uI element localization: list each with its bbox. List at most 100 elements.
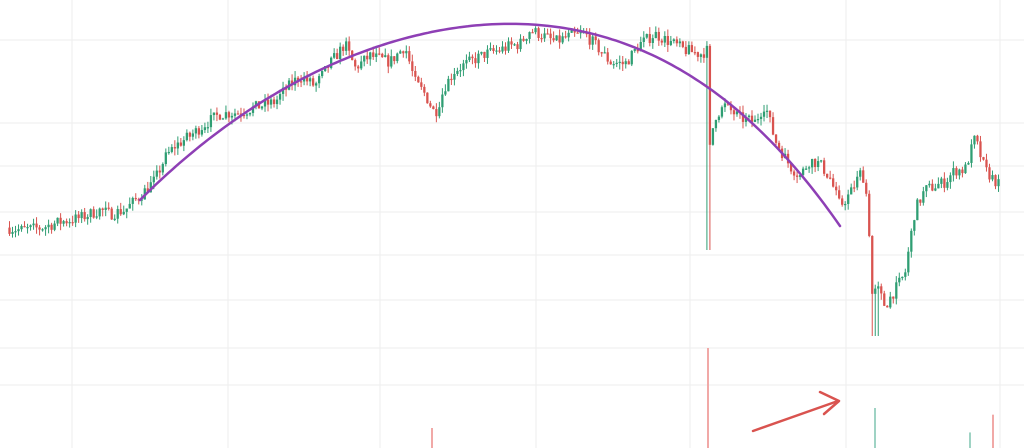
candle-body-up: [384, 55, 387, 58]
candle-body-up: [819, 160, 823, 162]
candle-body-up: [233, 113, 237, 116]
candle-body-up: [245, 114, 249, 116]
candle-body-down: [311, 78, 315, 86]
candle-body-down: [429, 103, 432, 107]
candle-body-up: [678, 41, 681, 44]
candle-body-up: [399, 51, 402, 54]
candle-body-down: [110, 208, 113, 220]
candle-body-up: [747, 115, 751, 118]
candle-body-down: [71, 222, 74, 224]
candle-body-up: [203, 127, 207, 131]
candle-body-up: [672, 39, 675, 42]
candle-body-up: [345, 41, 348, 51]
candle-body-up: [997, 179, 1000, 187]
candle-body-down: [296, 77, 300, 82]
candle-body-up: [317, 76, 321, 84]
candle-body-up: [86, 216, 89, 220]
candle-body-down: [853, 187, 856, 189]
candle-body-up: [717, 116, 721, 121]
candle-body-down: [215, 112, 219, 115]
candle-body-up: [856, 176, 859, 188]
candle-body-down: [835, 186, 838, 191]
candle-body-up: [798, 175, 802, 177]
candle-body-up: [20, 226, 23, 230]
candle-body-up: [711, 128, 715, 145]
candle-body-down: [236, 113, 240, 115]
candle-body-down: [675, 39, 678, 44]
candle-body-down: [510, 41, 513, 45]
candle-body-down: [146, 188, 149, 193]
candle-body-up: [44, 227, 47, 230]
candle-body-up: [360, 61, 363, 69]
candle-body-up: [185, 132, 189, 141]
candle-body-down: [266, 99, 270, 105]
candle-body-up: [507, 41, 510, 51]
candle-body-down: [627, 61, 630, 65]
candles: [8, 25, 1000, 336]
candle-body-down: [92, 209, 95, 218]
candle-body-down: [660, 40, 663, 43]
candle-body-down: [838, 190, 841, 199]
candle-body-down: [411, 61, 414, 71]
candle-body-down: [708, 45, 712, 145]
candle-body-up: [889, 296, 892, 308]
candle-body-down: [537, 28, 540, 38]
candle-body-up: [991, 175, 994, 180]
candle-body-up: [155, 170, 158, 177]
candle-body-up: [513, 44, 516, 46]
candle-body-up: [456, 70, 459, 74]
candle-body-down: [378, 53, 381, 55]
candle-body-down: [158, 170, 161, 173]
candle-body-up: [669, 41, 672, 45]
candle-body-up: [687, 45, 691, 55]
candle-body-up: [26, 227, 29, 229]
candle-body-up: [525, 38, 528, 41]
candle-body-up: [519, 38, 522, 50]
candle-body-up: [720, 107, 724, 117]
candle-body-up: [630, 50, 633, 65]
candle-body-up: [447, 78, 450, 92]
candle-body-up: [859, 170, 862, 177]
candle-body-down: [101, 208, 104, 210]
candle-body-up: [11, 231, 14, 234]
candle-body-down: [483, 51, 486, 58]
candle-body-down: [955, 168, 958, 176]
candle-body-up: [480, 51, 483, 54]
candle-body-up: [973, 135, 976, 145]
candle-body-down: [549, 33, 552, 39]
candle-body-down: [450, 78, 453, 81]
candle-body-up: [949, 175, 952, 183]
candle-body-down: [498, 50, 501, 52]
candle-body-down: [621, 61, 624, 65]
candle-body-down: [474, 58, 477, 64]
candle-body-up: [807, 167, 811, 169]
candle-body-down: [357, 66, 360, 69]
candle-body-up: [263, 99, 267, 107]
candle-body-up: [723, 103, 727, 108]
candle-body-up: [80, 212, 83, 219]
candle-body-up: [898, 277, 901, 283]
candle-body-up: [699, 54, 703, 57]
candle-body-up: [801, 168, 805, 176]
candle-body-down: [576, 32, 579, 34]
candle-body-down: [597, 40, 600, 53]
candle-body-up: [56, 217, 59, 224]
candle-body-down: [961, 169, 964, 174]
candle-body-down: [173, 147, 176, 149]
candle-body-down: [871, 235, 874, 294]
candle-body-up: [462, 63, 465, 71]
candle-body-up: [167, 151, 170, 154]
candle-body-down: [693, 52, 697, 54]
candle-body-down: [423, 86, 426, 93]
candle-body-down: [381, 53, 384, 58]
candle-body-down: [179, 142, 182, 146]
candle-body-down: [366, 55, 369, 60]
candle-body-down: [702, 54, 706, 58]
candle-body-up: [874, 288, 877, 294]
candle-body-down: [768, 110, 772, 118]
candle-body-up: [333, 53, 336, 58]
candle-body-down: [813, 158, 817, 168]
candle-body-up: [489, 48, 492, 50]
candle-body-up: [441, 94, 444, 108]
